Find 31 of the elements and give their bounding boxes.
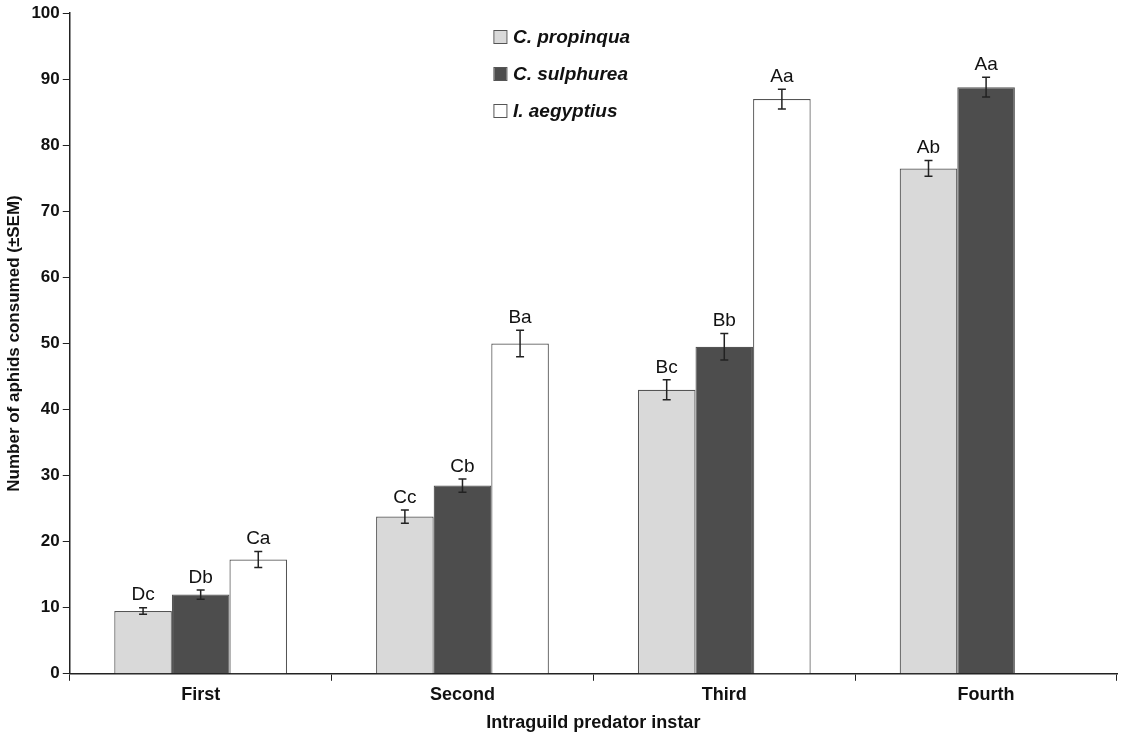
- legend-label: C. sulphurea: [512, 62, 628, 85]
- data-label: Ca: [246, 527, 271, 549]
- y-tick-label: 30: [40, 465, 60, 485]
- y-tick-label: 80: [40, 135, 60, 155]
- x-tick-label: Third: [701, 683, 747, 704]
- data-label: Db: [188, 565, 213, 587]
- y-tick-label: 20: [40, 531, 60, 551]
- data-label: Dc: [131, 583, 155, 605]
- data-label: Aa: [770, 64, 794, 86]
- y-tick-label: 60: [40, 267, 60, 287]
- x-tick-label: Second: [429, 683, 495, 704]
- y-tick-label: 50: [40, 333, 60, 353]
- y-tick-label: 100: [31, 2, 60, 22]
- data-label: Cc: [393, 485, 417, 507]
- data-label: Bb: [712, 309, 736, 331]
- data-label: Ba: [508, 306, 533, 328]
- y-tick-label: 10: [40, 597, 60, 617]
- y-axis-title: Number of aphids consumed (±SEM): [3, 195, 23, 492]
- data-label: Cb: [450, 454, 475, 476]
- data-label: Bc: [655, 355, 678, 377]
- legend-label: C. propinqua: [512, 25, 631, 48]
- legend-label: I. aegyptius: [512, 99, 618, 122]
- x-tick-label: Fourth: [957, 683, 1015, 704]
- x-axis-title: Intraguild predator instar: [486, 712, 701, 733]
- y-tick-label: 70: [40, 201, 60, 221]
- y-tick-label: 40: [40, 399, 60, 419]
- y-tick-label: 90: [40, 68, 60, 88]
- y-tick-label: 0: [50, 663, 60, 683]
- data-label: Aa: [974, 53, 999, 75]
- data-label: Ab: [916, 136, 941, 158]
- x-tick-label: First: [181, 683, 221, 704]
